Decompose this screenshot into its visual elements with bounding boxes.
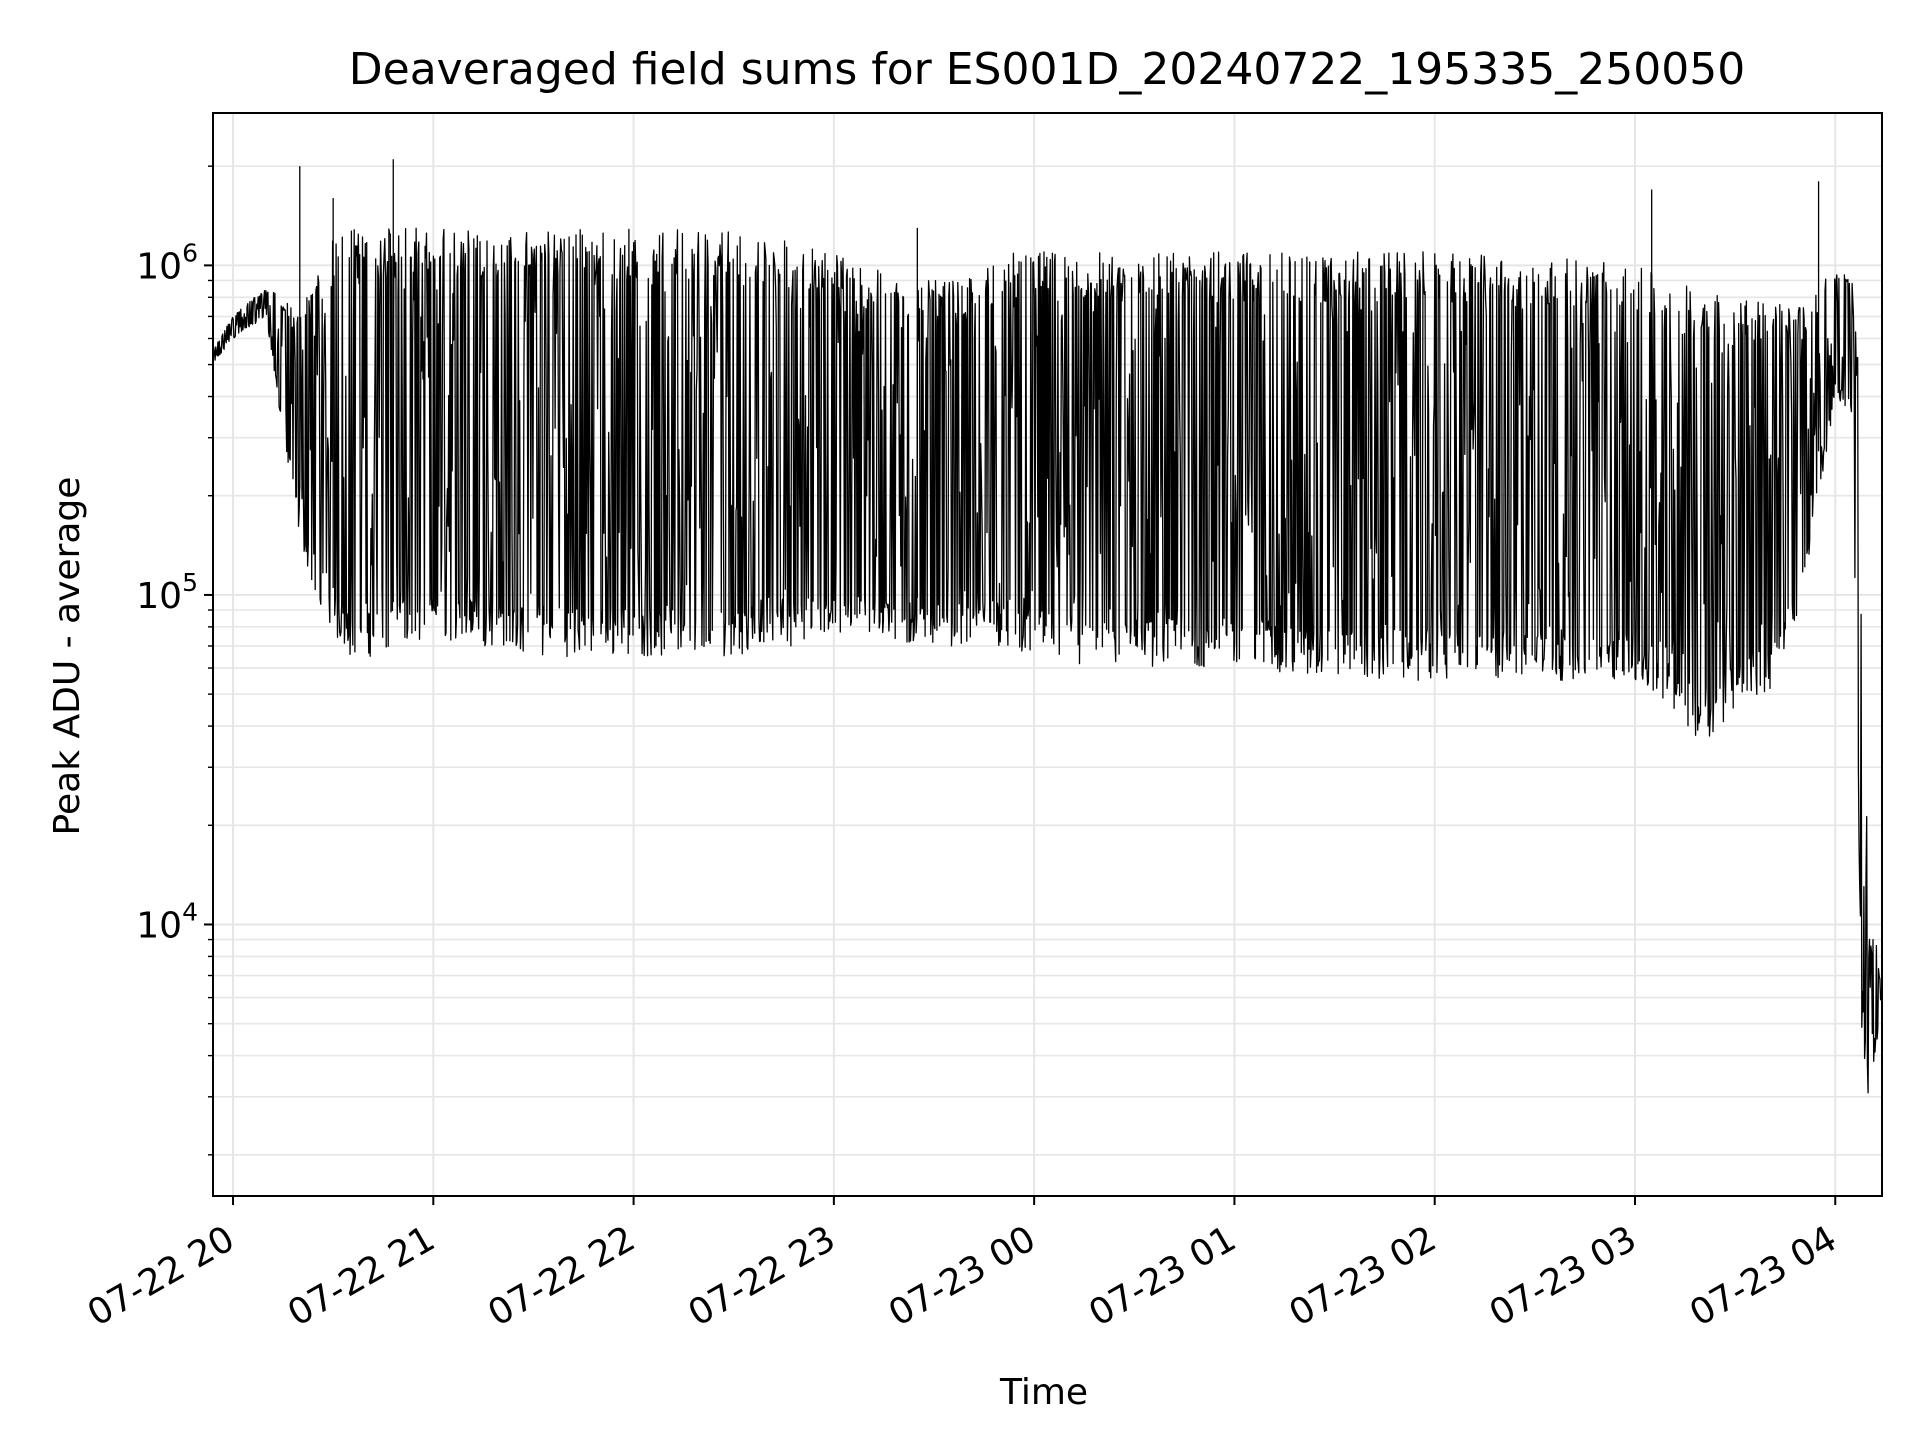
series-line xyxy=(213,227,1882,1094)
x-axis-label: Time xyxy=(999,1372,1088,1413)
y-tick-exponent: 6 xyxy=(182,238,198,267)
y-tick-label: 106 xyxy=(136,238,198,287)
y-tick-label: 104 xyxy=(136,897,198,946)
plot-area xyxy=(213,159,1882,1094)
data-layer xyxy=(213,159,1882,1094)
plot-frame xyxy=(212,112,1883,1197)
y-tick-base: 10 xyxy=(136,576,182,617)
y-tick-base: 10 xyxy=(136,246,182,287)
y-tick-exponent: 4 xyxy=(182,897,198,926)
chart-title: Deaveraged field sums for ES001D_2024072… xyxy=(349,44,1745,95)
y-tick-base: 10 xyxy=(136,905,182,946)
y-axis-label: Peak ADU - average xyxy=(47,477,88,836)
y-tick-exponent: 5 xyxy=(182,568,198,597)
y-tick-label: 105 xyxy=(136,568,198,617)
